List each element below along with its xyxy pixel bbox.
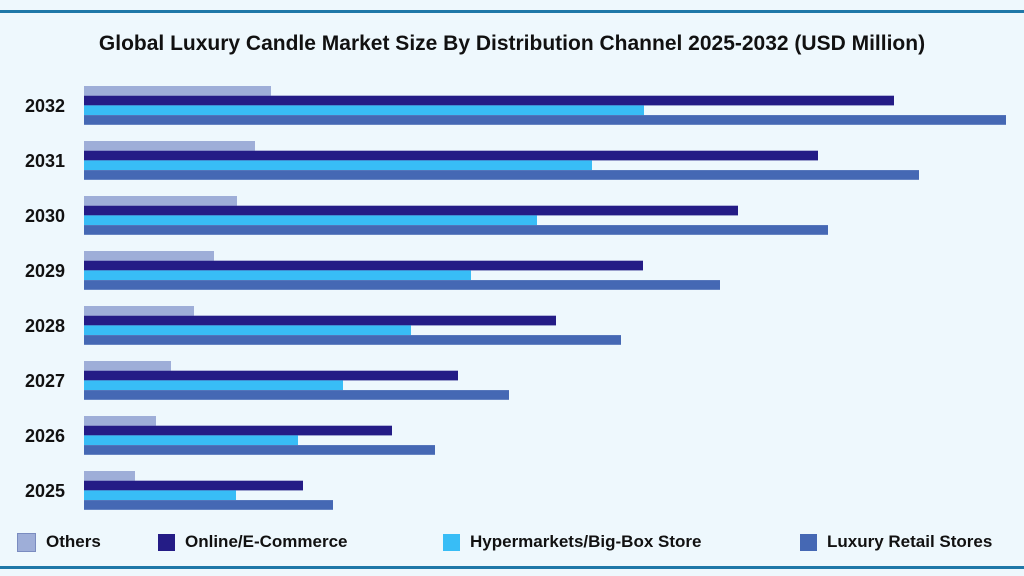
bar-hypermarkets-big-box-store-2032 [84, 105, 644, 116]
bar-hypermarkets-big-box-store-2026 [84, 435, 298, 446]
bar-others-2032 [84, 86, 271, 96]
bar-hypermarkets-big-box-store-2027 [84, 380, 343, 391]
bar-online-e-commerce-2031 [84, 150, 818, 161]
category-label: 2030 [25, 206, 65, 226]
legend-item-luxury-retail: Luxury Retail Stores [800, 532, 992, 552]
category-label: 2027 [25, 371, 65, 391]
category-label: 2025 [25, 481, 65, 501]
legend-label: Luxury Retail Stores [827, 532, 993, 551]
legend-swatch [800, 533, 817, 551]
bar-online-e-commerce-2025 [84, 480, 303, 491]
bar-luxury-retail-stores-2031 [84, 170, 919, 180]
bar-online-e-commerce-2032 [84, 95, 894, 106]
bar-luxury-retail-stores-2029 [84, 280, 720, 290]
bar-hypermarkets-big-box-store-2025 [84, 490, 236, 501]
bar-online-e-commerce-2030 [84, 205, 738, 216]
bar-luxury-retail-stores-2032 [84, 115, 1006, 125]
bar-others-2028 [84, 306, 194, 316]
bar-hypermarkets-big-box-store-2029 [84, 270, 471, 281]
bar-others-2031 [84, 141, 255, 151]
bar-online-e-commerce-2029 [84, 260, 643, 271]
legend-item-others: Others [17, 532, 101, 552]
bar-online-e-commerce-2028 [84, 315, 556, 326]
chart-title: Global Luxury Candle Market Size By Dist… [98, 32, 926, 55]
bar-online-e-commerce-2026 [84, 425, 392, 436]
bottom-border [0, 566, 1024, 569]
bar-online-e-commerce-2027 [84, 370, 458, 381]
bar-luxury-retail-stores-2027 [84, 390, 509, 400]
legend-label: Hypermarkets/Big-Box Store [470, 532, 702, 551]
category-label: 2031 [25, 151, 65, 171]
legend-label: Others [46, 532, 101, 551]
bar-hypermarkets-big-box-store-2031 [84, 160, 592, 171]
bar-others-2027 [84, 361, 171, 371]
category-label: 2032 [25, 96, 65, 116]
bar-others-2026 [84, 416, 156, 426]
bar-hypermarkets-big-box-store-2030 [84, 215, 537, 226]
bar-luxury-retail-stores-2025 [84, 500, 333, 510]
bar-luxury-retail-stores-2026 [84, 445, 435, 455]
bar-others-2030 [84, 196, 237, 206]
bar-luxury-retail-stores-2030 [84, 225, 828, 235]
category-label: 2026 [25, 426, 65, 446]
legend-swatch [158, 533, 175, 551]
category-label: 2028 [25, 316, 65, 336]
legend-item-online: Online/E-Commerce [158, 532, 348, 552]
bar-others-2029 [84, 251, 214, 261]
legend-item-hypermarkets: Hypermarkets/Big-Box Store [443, 532, 701, 552]
top-border [0, 10, 1024, 13]
legend-swatch [443, 533, 460, 551]
bar-luxury-retail-stores-2028 [84, 335, 621, 345]
legend-swatch [17, 532, 36, 552]
bar-hypermarkets-big-box-store-2028 [84, 325, 411, 336]
bar-others-2025 [84, 471, 135, 481]
category-label: 2029 [25, 261, 65, 281]
legend-label: Online/E-Commerce [185, 532, 348, 551]
